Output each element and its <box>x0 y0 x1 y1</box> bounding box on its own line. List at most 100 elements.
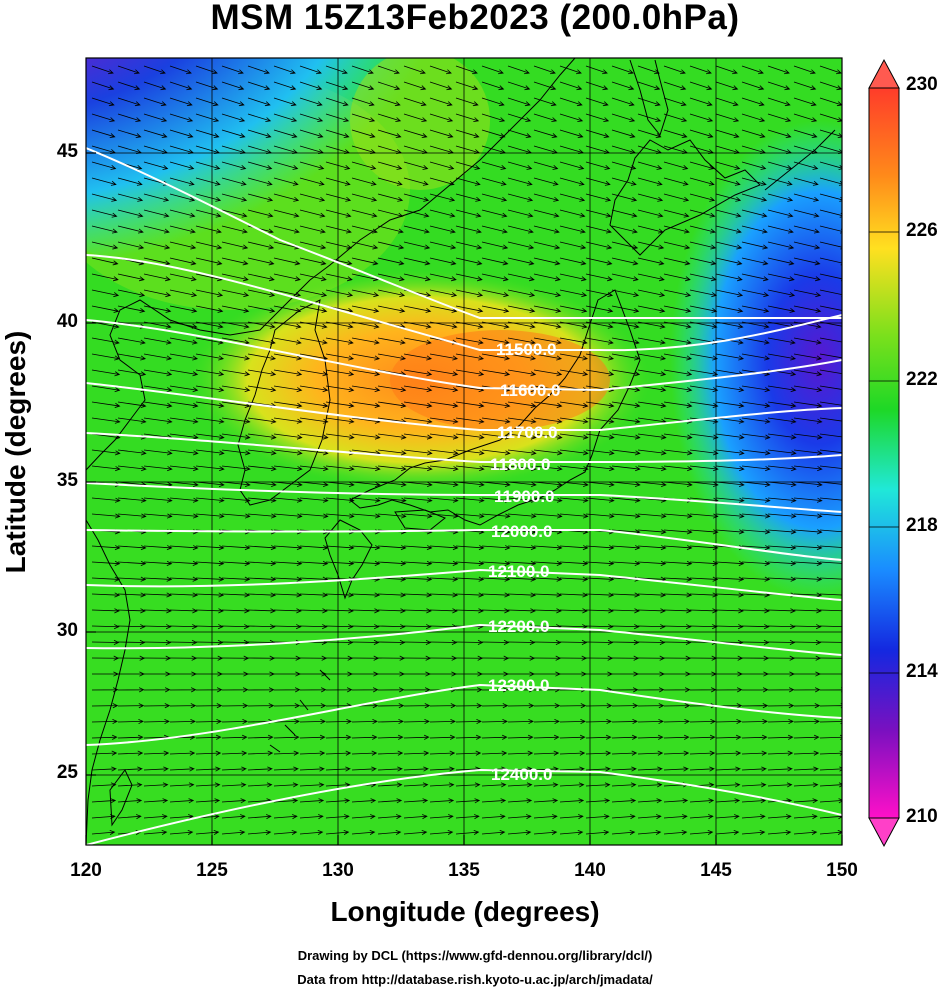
wind-arrow <box>637 193 664 202</box>
wind-arrow <box>195 497 225 503</box>
wind-arrow <box>221 369 251 377</box>
wind-arrow <box>299 305 328 313</box>
wind-arrow <box>143 161 169 170</box>
wind-arrow <box>663 829 688 835</box>
wind-arrow <box>247 385 277 393</box>
wind-arrow <box>117 608 146 614</box>
wind-arrow <box>195 703 223 709</box>
wind-arrow <box>221 97 245 107</box>
wind-arrow <box>663 385 693 393</box>
wind-arrow <box>611 449 641 456</box>
wind-arrow <box>663 321 692 329</box>
wind-arrow <box>767 718 794 725</box>
wind-arrow <box>377 465 407 472</box>
wind-arrow <box>819 766 842 772</box>
wind-arrow <box>195 97 219 107</box>
wind-arrow <box>611 273 639 282</box>
wind-arrow <box>533 417 563 424</box>
wind-arrow <box>689 241 717 250</box>
wind-arrow <box>325 209 352 218</box>
wind-arrow <box>611 65 634 75</box>
wind-arrow <box>195 161 221 170</box>
wind-arrow <box>377 81 401 91</box>
wind-arrow <box>585 782 611 788</box>
wind-arrow <box>559 241 587 250</box>
wind-arrow <box>221 734 248 740</box>
contour-label: 11700.0 <box>497 423 558 442</box>
wind-arrow <box>221 671 249 677</box>
wind-arrow <box>793 401 823 408</box>
wind-arrow <box>611 417 641 424</box>
wind-arrow <box>819 305 842 313</box>
wind-arrow <box>715 718 742 725</box>
wind-arrow <box>533 369 563 377</box>
wind-arrow <box>143 65 166 75</box>
wind-arrow <box>143 257 171 266</box>
wind-arrow <box>169 513 199 519</box>
wind-arrow <box>663 369 693 377</box>
wind-arrow <box>117 703 145 709</box>
wind-arrow <box>559 718 586 725</box>
wind-arrow <box>819 369 842 375</box>
contour-label: 11600.0 <box>500 381 561 400</box>
wind-arrow <box>221 624 250 630</box>
wind-arrow <box>481 814 506 820</box>
wind-arrow <box>221 241 249 250</box>
wind-arrow <box>611 703 639 709</box>
wind-arrow <box>403 433 433 440</box>
wind-arrow <box>715 241 743 250</box>
wind-arrow <box>663 353 693 361</box>
wind-arrow <box>689 273 717 282</box>
x-tick-label: 140 <box>574 860 606 881</box>
wind-arrow <box>715 145 740 154</box>
wind-arrow <box>819 65 842 75</box>
wind-arrow <box>585 576 615 582</box>
wind-arrow <box>637 529 667 535</box>
wind-arrow <box>195 545 225 551</box>
wind-arrow <box>325 687 353 693</box>
wind-arrow <box>663 576 693 582</box>
wind-arrow <box>637 65 660 75</box>
wind-arrow <box>429 417 459 424</box>
wind-arrow <box>91 497 121 503</box>
wind-arrow <box>221 560 251 566</box>
wind-arrow <box>403 161 429 170</box>
wind-arrow <box>377 241 405 250</box>
wind-arrow <box>403 369 433 377</box>
wind-arrow <box>611 433 641 440</box>
wind-arrow <box>715 465 745 472</box>
contour-labels: 11500.0 11600.0 11700.0 11800.0 11900.0 … <box>488 340 561 784</box>
wind-arrow <box>455 576 485 582</box>
wind-arrow <box>169 433 199 440</box>
wind-arrow <box>91 369 121 377</box>
wind-arrow <box>117 750 144 756</box>
wind-arrow <box>91 257 119 266</box>
wind-arrow <box>273 257 301 266</box>
wind-arrow <box>195 513 225 519</box>
wind-arrow <box>637 433 667 440</box>
wind-arrow <box>195 401 225 408</box>
wind-arrow <box>533 703 561 709</box>
wind-arrow <box>169 81 193 91</box>
wind-arrow <box>819 640 842 645</box>
wind-arrow <box>403 798 429 804</box>
wind-arrow <box>507 193 534 202</box>
wind-arrow <box>351 289 380 298</box>
wind-arrow <box>637 337 666 345</box>
wind-arrow <box>169 113 194 123</box>
wind-arrow <box>273 145 298 154</box>
wind-arrow <box>663 113 688 123</box>
wind-arrow <box>91 718 118 725</box>
wind-arrow <box>403 417 433 424</box>
wind-arrow <box>611 766 637 772</box>
wind-arrow <box>273 193 300 202</box>
wind-arrow <box>403 401 433 408</box>
wind-arrow <box>273 513 303 519</box>
wind-arrow <box>507 305 536 313</box>
wind-arrow <box>793 273 821 282</box>
wind-arrow <box>741 129 766 138</box>
wind-arrow <box>611 718 638 725</box>
wind-arrow <box>767 734 794 740</box>
wind-arrow <box>507 225 534 234</box>
wind-arrow <box>429 81 453 91</box>
